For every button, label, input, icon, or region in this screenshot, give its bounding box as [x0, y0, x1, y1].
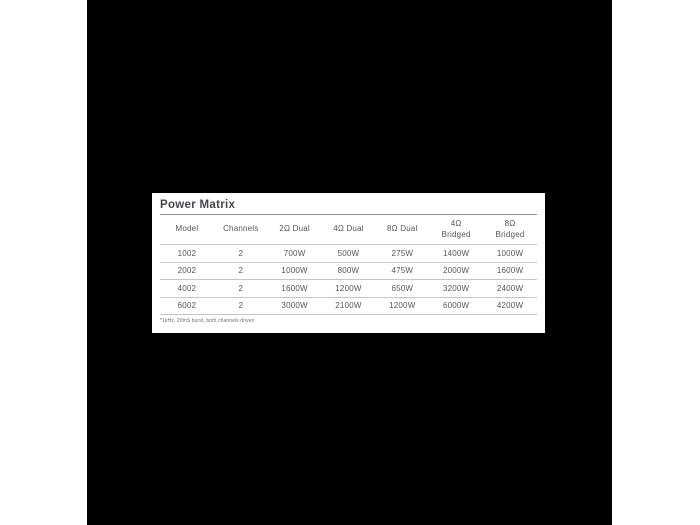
header-8ohm-bridged: 8Ω Bridged [483, 215, 537, 245]
header-label: Model [175, 224, 199, 234]
table-header: Model Channels 2Ω Dual 4Ω Dual [160, 215, 537, 245]
header-row: Model Channels 2Ω Dual 4Ω Dual [160, 215, 537, 245]
table-body: 1002 2 700W 500W 275W 1400W 1000W 2002 2… [160, 244, 537, 315]
cell-4ohm-dual: 1200W [321, 279, 376, 298]
cell-4ohm-dual: 800W [321, 262, 376, 280]
table-row: 1002 2 700W 500W 275W 1400W 1000W [160, 244, 537, 263]
cell-2ohm-dual: 3000W [267, 297, 322, 315]
cell-channels: 2 [213, 279, 268, 298]
cell-2ohm-dual: 1600W [267, 279, 322, 298]
header-4ohm-dual: 4Ω Dual [321, 215, 376, 245]
cell-channels: 2 [213, 297, 268, 315]
cell-8ohm-bridged: 2400W [483, 279, 537, 298]
header-8ohm-dual: 8Ω Dual [375, 215, 430, 245]
header-label-line2: Bridged [495, 229, 525, 239]
cell-model: 2002 [160, 262, 214, 280]
panel-title: Power Matrix [160, 193, 537, 215]
cell-8ohm-dual: 475W [375, 262, 430, 280]
cell-4ohm-bridged: 2000W [429, 262, 484, 280]
table-row: 4002 2 1600W 1200W 650W 3200W 2400W [160, 279, 537, 298]
header-label: 4Ω [450, 219, 462, 229]
cell-4ohm-bridged: 6000W [429, 297, 484, 315]
cell-2ohm-dual: 1000W [267, 262, 322, 280]
brochure-page: Power Matrix Model Channels 2Ω Dual [87, 0, 612, 525]
header-2ohm-dual: 2Ω Dual [267, 215, 322, 245]
cell-8ohm-dual: 275W [375, 244, 430, 263]
table-row: 6002 2 3000W 2100W 1200W 6000W 4200W [160, 297, 537, 315]
header-model: Model [160, 215, 214, 245]
table-row: 2002 2 1000W 800W 475W 2000W 1600W [160, 262, 537, 280]
cell-2ohm-dual: 700W [267, 244, 322, 263]
power-matrix-panel: Power Matrix Model Channels 2Ω Dual [152, 193, 545, 333]
header-4ohm-bridged: 4Ω Bridged [429, 215, 484, 245]
header-label: Channels [223, 224, 259, 234]
cell-8ohm-dual: 650W [375, 279, 430, 298]
cell-8ohm-dual: 1200W [375, 297, 430, 315]
header-label-line2: Bridged [441, 229, 471, 239]
cell-8ohm-bridged: 1600W [483, 262, 537, 280]
table-footnote: *1kHz, 20mS burst, both channels driven [160, 318, 255, 324]
header-label: 8Ω Dual [387, 224, 418, 234]
cell-4ohm-bridged: 1400W [429, 244, 484, 263]
header-channels: Channels [213, 215, 268, 245]
cell-channels: 2 [213, 244, 268, 263]
cell-channels: 2 [213, 262, 268, 280]
cell-model: 6002 [160, 297, 214, 315]
cell-4ohm-dual: 500W [321, 244, 376, 263]
header-label: 2Ω Dual [279, 224, 310, 234]
cell-8ohm-bridged: 1000W [483, 244, 537, 263]
cell-model: 4002 [160, 279, 214, 298]
power-matrix-table: Model Channels 2Ω Dual 4Ω Dual [160, 215, 537, 315]
header-label: 4Ω Dual [333, 224, 364, 234]
cell-8ohm-bridged: 4200W [483, 297, 537, 315]
cell-4ohm-dual: 2100W [321, 297, 376, 315]
cell-4ohm-bridged: 3200W [429, 279, 484, 298]
header-label: 8Ω [504, 219, 516, 229]
cell-model: 1002 [160, 244, 214, 263]
